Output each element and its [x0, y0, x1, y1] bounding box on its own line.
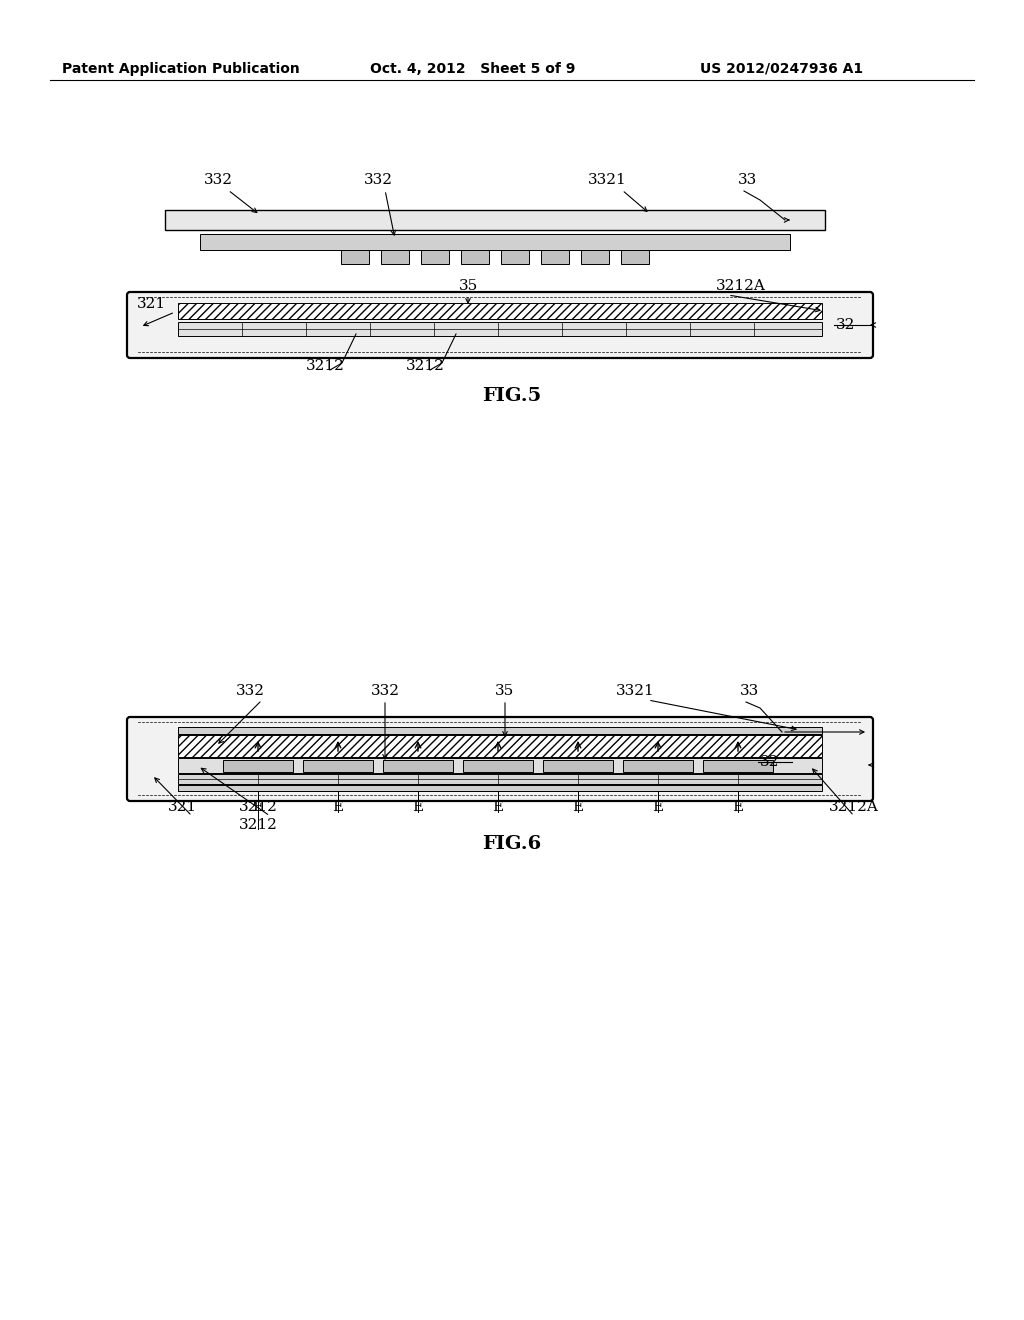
- Bar: [200, 234, 790, 249]
- Text: E: E: [732, 800, 743, 814]
- Bar: [178, 304, 822, 319]
- Text: 3212A: 3212A: [829, 800, 879, 814]
- Bar: [303, 760, 373, 772]
- Bar: [178, 758, 822, 774]
- Text: Oct. 4, 2012   Sheet 5 of 9: Oct. 4, 2012 Sheet 5 of 9: [370, 62, 575, 77]
- Text: 3212: 3212: [239, 818, 278, 832]
- Bar: [383, 760, 453, 772]
- Text: 321: 321: [137, 297, 166, 312]
- Text: 321: 321: [168, 800, 197, 814]
- Bar: [621, 249, 649, 264]
- Bar: [178, 727, 822, 734]
- Text: 35: 35: [496, 684, 515, 698]
- Text: 35: 35: [459, 279, 477, 293]
- Text: 3321: 3321: [588, 173, 627, 187]
- Bar: [541, 249, 569, 264]
- Text: US 2012/0247936 A1: US 2012/0247936 A1: [700, 62, 863, 77]
- Bar: [165, 210, 825, 230]
- Text: 3212A: 3212A: [716, 279, 766, 293]
- Text: 3321: 3321: [615, 684, 654, 698]
- Text: 332: 332: [364, 173, 392, 187]
- Bar: [178, 785, 822, 791]
- Text: 3212: 3212: [406, 359, 444, 374]
- Text: 32: 32: [760, 755, 779, 770]
- Text: E: E: [652, 800, 664, 814]
- Text: E: E: [493, 800, 504, 814]
- Text: E: E: [253, 800, 263, 814]
- Bar: [543, 760, 613, 772]
- Text: FIG.6: FIG.6: [482, 836, 542, 853]
- Bar: [341, 249, 369, 264]
- Bar: [703, 760, 773, 772]
- FancyBboxPatch shape: [127, 717, 873, 801]
- Text: E: E: [333, 800, 344, 814]
- Bar: [421, 249, 449, 264]
- Text: 332: 332: [236, 684, 264, 698]
- Text: 332: 332: [371, 684, 399, 698]
- FancyBboxPatch shape: [127, 292, 873, 358]
- Bar: [623, 760, 693, 772]
- Text: 332: 332: [204, 173, 232, 187]
- Bar: [463, 760, 534, 772]
- Bar: [461, 249, 489, 264]
- Bar: [501, 249, 529, 264]
- Text: 3212: 3212: [305, 359, 344, 374]
- Bar: [178, 322, 822, 337]
- Bar: [178, 735, 822, 756]
- Text: E: E: [413, 800, 424, 814]
- Text: E: E: [572, 800, 584, 814]
- Bar: [381, 249, 409, 264]
- Text: 3212: 3212: [239, 800, 278, 814]
- Text: FIG.5: FIG.5: [482, 387, 542, 405]
- Text: 33: 33: [738, 173, 758, 187]
- Bar: [223, 760, 293, 772]
- Bar: [178, 774, 822, 784]
- Text: 33: 33: [740, 684, 759, 698]
- Bar: [581, 249, 609, 264]
- Text: 32: 32: [836, 318, 855, 333]
- Text: Patent Application Publication: Patent Application Publication: [62, 62, 300, 77]
